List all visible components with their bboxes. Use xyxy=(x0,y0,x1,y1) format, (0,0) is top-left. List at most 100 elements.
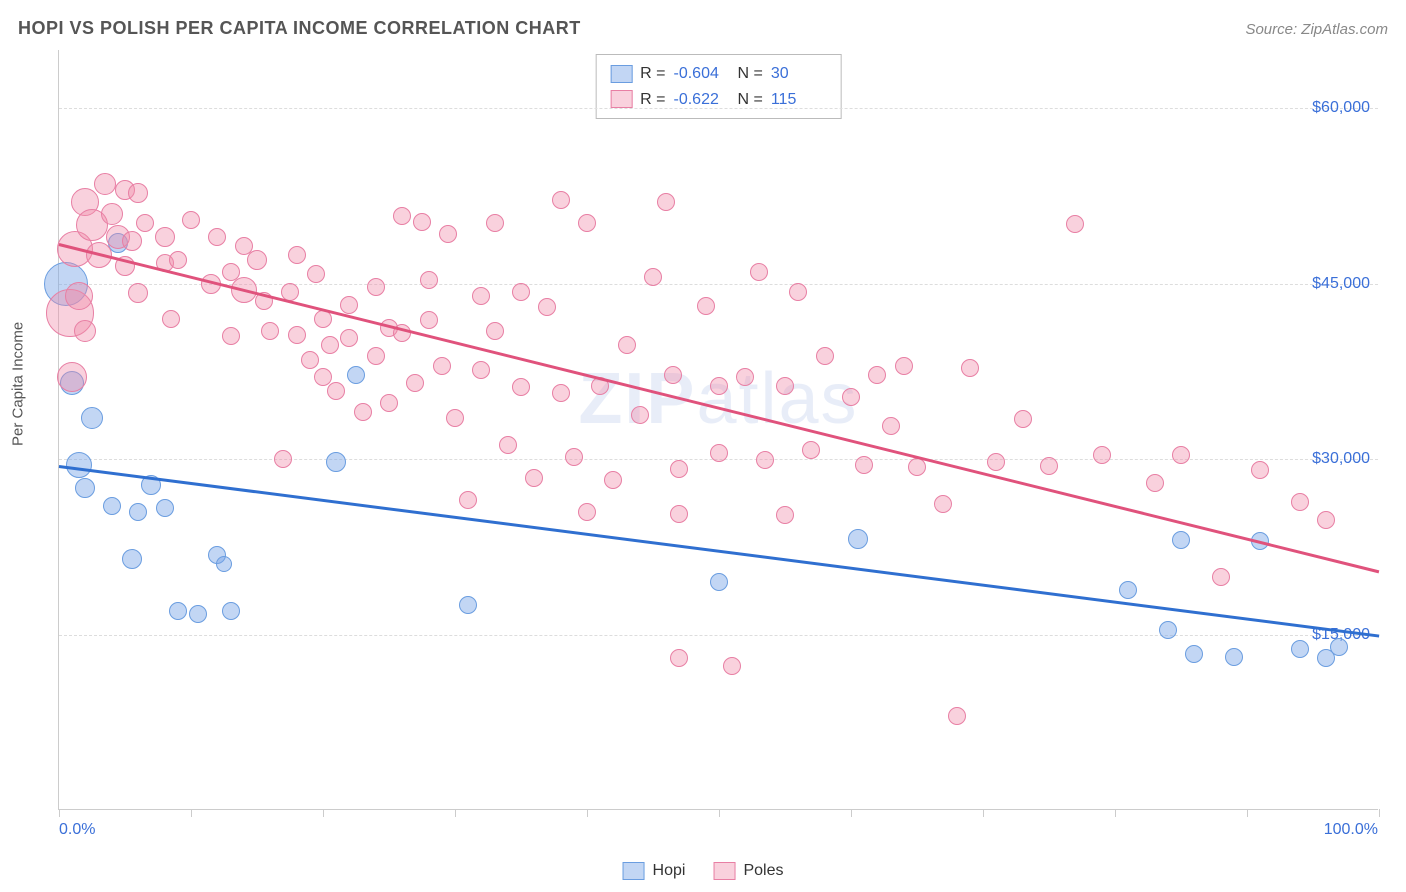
data-point xyxy=(354,403,372,421)
x-tick xyxy=(191,809,192,817)
data-point xyxy=(868,366,886,384)
data-point xyxy=(433,357,451,375)
data-point xyxy=(908,458,926,476)
data-point xyxy=(216,556,232,572)
gridline xyxy=(59,108,1378,109)
data-point xyxy=(327,382,345,400)
data-point xyxy=(565,448,583,466)
data-point xyxy=(1212,568,1230,586)
data-point xyxy=(710,444,728,462)
data-point xyxy=(101,203,123,225)
scatter-plot: ZIPatlas R = -0.604 N = 30 R = -0.622 N … xyxy=(58,50,1378,810)
x-max-label: 100.0% xyxy=(1324,821,1378,839)
data-point xyxy=(288,326,306,344)
x-tick xyxy=(1115,809,1116,817)
data-point xyxy=(895,357,913,375)
data-point xyxy=(631,406,649,424)
hopi-r-value: -0.604 xyxy=(674,61,730,87)
data-point xyxy=(66,452,92,478)
data-point xyxy=(169,251,187,269)
hopi-n-value: 30 xyxy=(771,61,827,87)
data-point xyxy=(512,378,530,396)
swatch-hopi xyxy=(610,65,632,83)
data-point xyxy=(122,549,142,569)
x-tick xyxy=(1379,809,1380,817)
swatch-poles xyxy=(610,90,632,108)
x-tick xyxy=(983,809,984,817)
data-point xyxy=(326,452,346,472)
data-point xyxy=(247,250,267,270)
data-point xyxy=(380,394,398,412)
data-point xyxy=(1291,640,1309,658)
data-point xyxy=(1093,446,1111,464)
data-point xyxy=(367,278,385,296)
trend-line xyxy=(59,465,1379,637)
data-point xyxy=(155,227,175,247)
x-min-label: 0.0% xyxy=(59,821,95,839)
data-point xyxy=(321,336,339,354)
data-point xyxy=(122,231,142,251)
data-point xyxy=(208,228,226,246)
data-point xyxy=(756,451,774,469)
trend-line xyxy=(59,243,1380,573)
data-point xyxy=(552,191,570,209)
data-point xyxy=(189,605,207,623)
data-point xyxy=(736,368,754,386)
swatch-hopi xyxy=(623,862,645,880)
data-point xyxy=(664,366,682,384)
legend: Hopi Poles xyxy=(623,862,784,880)
data-point xyxy=(855,456,873,474)
x-tick xyxy=(59,809,60,817)
chart-title: HOPI VS POLISH PER CAPITA INCOME CORRELA… xyxy=(18,18,581,39)
data-point xyxy=(1225,648,1243,666)
data-point xyxy=(710,377,728,395)
data-point xyxy=(578,214,596,232)
data-point xyxy=(723,657,741,675)
x-tick xyxy=(455,809,456,817)
data-point xyxy=(1066,215,1084,233)
data-point xyxy=(162,310,180,328)
data-point xyxy=(538,298,556,316)
data-point xyxy=(307,265,325,283)
data-point xyxy=(393,207,411,225)
data-point xyxy=(472,361,490,379)
data-point xyxy=(81,407,103,429)
data-point xyxy=(961,359,979,377)
data-point xyxy=(1330,638,1348,656)
data-point xyxy=(604,471,622,489)
watermark: ZIPatlas xyxy=(578,358,858,440)
data-point xyxy=(670,460,688,478)
data-point xyxy=(1172,531,1190,549)
legend-label-poles: Poles xyxy=(743,862,783,880)
swatch-poles xyxy=(713,862,735,880)
data-point xyxy=(301,351,319,369)
data-point xyxy=(340,296,358,314)
x-tick xyxy=(323,809,324,817)
data-point xyxy=(156,499,174,517)
data-point xyxy=(842,388,860,406)
data-point xyxy=(347,366,365,384)
data-point xyxy=(128,183,148,203)
data-point xyxy=(934,495,952,513)
data-point xyxy=(512,283,530,301)
source-label: Source: ZipAtlas.com xyxy=(1245,21,1388,38)
data-point xyxy=(103,497,121,515)
stats-row-hopi: R = -0.604 N = 30 xyxy=(610,61,827,87)
data-point xyxy=(1119,581,1137,599)
data-point xyxy=(288,246,306,264)
data-point xyxy=(459,596,477,614)
data-point xyxy=(413,213,431,231)
data-point xyxy=(406,374,424,392)
data-point xyxy=(1185,645,1203,663)
y-tick-label: $45,000 xyxy=(1312,275,1370,293)
data-point xyxy=(710,573,728,591)
data-point xyxy=(274,450,292,468)
data-point xyxy=(670,649,688,667)
gridline xyxy=(59,284,1378,285)
data-point xyxy=(129,503,147,521)
data-point xyxy=(657,193,675,211)
data-point xyxy=(776,377,794,395)
data-point xyxy=(94,173,116,195)
legend-item-poles: Poles xyxy=(713,862,783,880)
data-point xyxy=(1014,410,1032,428)
